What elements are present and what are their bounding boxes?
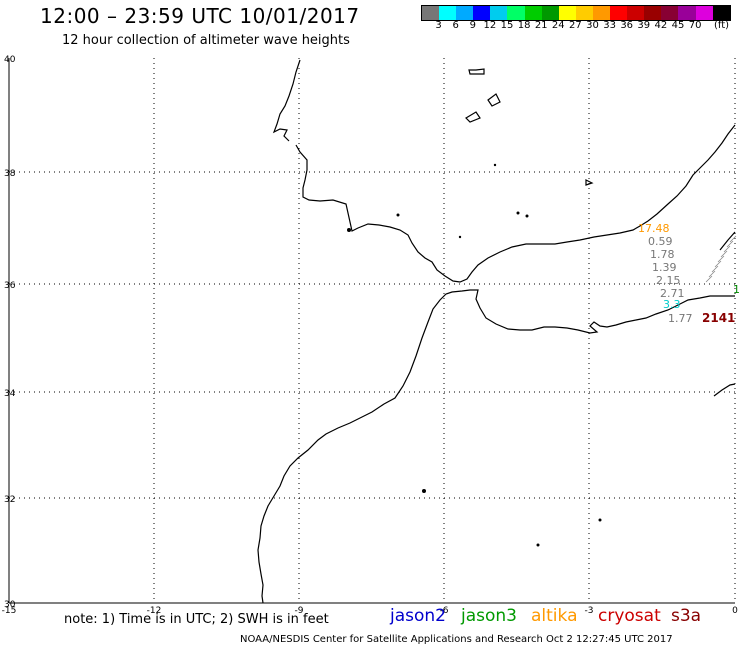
- coast-africa: [257, 289, 735, 604]
- colorbar-ticks: 3 6 9 12 15 18 21 24 27 30 33 36 39 42 45 70: [421, 20, 729, 34]
- colorbar-tick-label: 70: [688, 20, 702, 31]
- credit-line: NOAA/NESDIS Center for Satellite Applica…: [240, 634, 673, 645]
- track-mark: [705, 275, 713, 283]
- longitude-label: -15: [2, 606, 17, 616]
- colorbar-swatch: [439, 6, 457, 20]
- coast-iberia-south: [295, 124, 736, 283]
- colorbar-tick-label: 15: [500, 20, 514, 31]
- coast-island-4: [585, 179, 594, 186]
- coastlines: [257, 59, 736, 604]
- latitude-label: 40: [4, 55, 16, 65]
- track-mark: [729, 235, 737, 243]
- colorbar-tick-label: 45: [671, 20, 685, 31]
- observation-label: 0.59: [648, 235, 673, 248]
- observation-label: 1.77: [668, 312, 693, 325]
- colorbar-tick-label: 12: [483, 20, 497, 31]
- latitude-label: 38: [4, 169, 16, 179]
- legend-altika: altika: [531, 606, 578, 626]
- colorbar-swatch: [575, 6, 593, 20]
- colorbar-tick-label: 30: [586, 20, 599, 31]
- observation-label: 2.71: [660, 287, 685, 300]
- colorbar-swatch: [507, 6, 525, 20]
- colorbar-tick-label: 18: [517, 20, 531, 31]
- latitude-labels: 40 38 36 34 32 30: [4, 55, 16, 610]
- colorbar-tick-label: 24: [551, 20, 565, 31]
- observation-label: 17.48: [638, 222, 670, 235]
- small-islands: [347, 163, 602, 547]
- legend-jason3: jason3: [461, 606, 517, 626]
- coast-africa-east: [713, 383, 736, 397]
- coast-island-1: [468, 68, 485, 75]
- colorbar-tick-label: 42: [654, 20, 668, 31]
- latitude-label: 32: [4, 495, 15, 505]
- observation-label: 3.3: [663, 298, 681, 311]
- legend-s3a: s3a: [671, 606, 702, 626]
- colorbar-tick-label: 33: [603, 20, 616, 31]
- altimeter-observations: 17.480.591.781.392.152.713.31.77 2141 1: [638, 222, 740, 325]
- colorbar-swatch: [661, 6, 679, 20]
- latitude-label: 34: [4, 389, 16, 399]
- longitude-label: -6: [440, 606, 449, 616]
- colorbar-swatch: [541, 6, 559, 20]
- longitude-label: -12: [147, 606, 162, 616]
- observation-label: 2.15: [656, 274, 681, 287]
- longitude-label: 0: [732, 606, 738, 616]
- coast-island-2: [465, 111, 481, 123]
- observation-label: 1: [733, 283, 740, 296]
- colorbar-swatch: [422, 6, 440, 20]
- colorbar-swatch: [610, 6, 628, 20]
- track-mark: [714, 260, 722, 268]
- observation-label: 1.39: [652, 261, 677, 274]
- colorbar-swatch: [712, 6, 730, 20]
- track-mark: [708, 270, 716, 278]
- longitude-label: -3: [585, 606, 594, 616]
- colorbar-tick-label: 27: [569, 20, 582, 31]
- track-mark: [723, 245, 731, 253]
- observation-label: 1.78: [650, 248, 675, 261]
- colorbar-tick-label: 36: [620, 20, 634, 31]
- colorbar-tick-label: 39: [637, 20, 651, 31]
- longitude-labels: -15 -12 -9 -6 -3 0: [2, 606, 738, 616]
- colorbar-unit: (ft): [714, 20, 730, 31]
- colorbar-swatch: [678, 6, 696, 20]
- legend-jason2: jason2: [390, 606, 446, 626]
- graticule: [9, 58, 736, 603]
- colorbar-tick-label: 9: [469, 20, 476, 31]
- colorbar-swatch: [592, 6, 611, 20]
- legend-cryosat: cryosat: [598, 606, 661, 626]
- observation-label: 2141: [702, 311, 735, 325]
- map-title: 12:00 – 23:59 UTC 10/01/2017: [40, 4, 360, 28]
- map-subtitle: 12 hour collection of altimeter wave hei…: [62, 33, 350, 48]
- track-mark: [726, 240, 734, 248]
- track-mark: [711, 265, 719, 273]
- latitude-label: 30: [4, 600, 16, 610]
- track-mark: [720, 250, 728, 258]
- colorbar-swatch: [456, 6, 474, 20]
- colorbar-swatch: [473, 6, 491, 20]
- map-frame: [8, 58, 735, 604]
- latitude-label: 36: [4, 281, 16, 291]
- colorbar-swatch: [524, 6, 542, 20]
- colorbar-tick-label: 3: [435, 20, 442, 31]
- longitude-label: -9: [295, 606, 304, 616]
- colorbar-tick-label: 21: [534, 20, 548, 31]
- coast-island-3: [487, 93, 501, 107]
- colorbar-swatch: [558, 6, 576, 20]
- colorbar-swatch: [627, 6, 645, 20]
- coast-east-spain: [719, 231, 736, 251]
- footer-note: note: 1) Time is in UTC; 2) SWH is in fe…: [64, 612, 329, 627]
- colorbar-swatch: [644, 6, 662, 20]
- colorbar-swatch: [490, 6, 508, 20]
- colorbar-tick-label: 6: [452, 20, 459, 31]
- track-mark: [717, 255, 725, 263]
- colorbar-swatch: [695, 6, 713, 20]
- wave-height-colorbar: [421, 5, 731, 21]
- coast-portugal-west: [272, 59, 301, 142]
